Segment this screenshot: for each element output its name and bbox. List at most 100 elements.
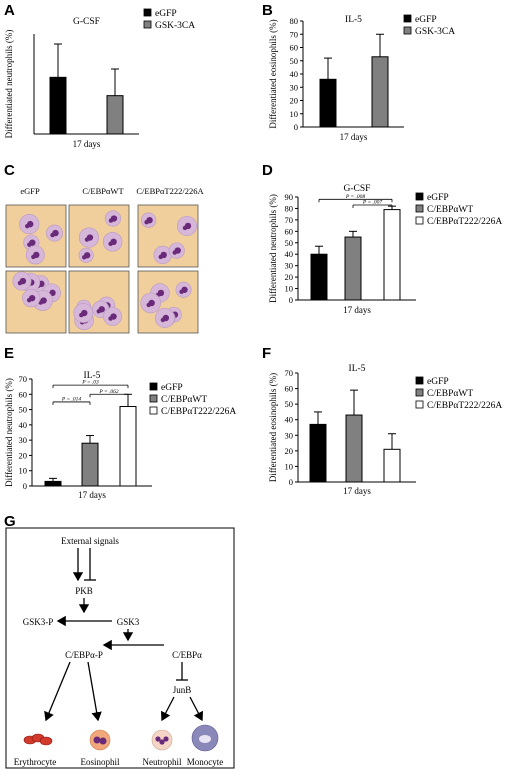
cell-nucleus xyxy=(84,237,90,242)
bar xyxy=(383,448,401,483)
legend-label: C/EBPαWT xyxy=(427,205,473,215)
y-tick-label: 70 xyxy=(290,29,299,39)
panel-letter-e: E xyxy=(4,345,15,362)
y-tick-label: 70 xyxy=(19,374,28,384)
y-tick-label: 80 xyxy=(290,16,299,26)
panel-letter-a: A xyxy=(4,2,15,19)
legend-label: C/EBPαWT xyxy=(161,395,207,405)
p-value-label: P = .014 xyxy=(61,395,82,402)
cell-nucleus xyxy=(108,241,113,247)
y-tick-label: 40 xyxy=(285,249,294,259)
y-tick-label: 50 xyxy=(285,238,294,248)
x-axis-label: 17 days xyxy=(343,486,371,496)
x-axis-label: 17 days xyxy=(73,139,101,149)
x-axis-label: 17 days xyxy=(78,490,106,500)
y-tick-label: 40 xyxy=(19,420,28,430)
legend-swatch xyxy=(415,192,424,201)
y-tick-label: 10 xyxy=(290,109,299,119)
legend-swatch xyxy=(415,216,424,225)
cell-nucleus xyxy=(158,254,163,260)
chart-title: IL-5 xyxy=(84,371,101,381)
p-value-label: P = .03 xyxy=(81,380,99,386)
y-tick-label: 60 xyxy=(290,43,299,53)
legend-label: eGFP xyxy=(427,377,449,387)
y-axis-label: Differentiated neutrophils (%) xyxy=(268,194,278,303)
cell-nucleus xyxy=(26,297,32,303)
y-tick-label: 0 xyxy=(294,122,298,132)
y-tick-label: 20 xyxy=(285,446,294,456)
arrow-junb-neutrophil xyxy=(160,696,175,722)
legend-swatch xyxy=(149,406,158,415)
legend-swatch xyxy=(415,400,424,409)
y-tick-label: 60 xyxy=(285,226,294,236)
legend-label: eGFP xyxy=(161,383,183,393)
cell-nucleus xyxy=(108,218,114,223)
bar xyxy=(44,480,62,487)
cell-nucleus xyxy=(146,302,151,308)
cell-nucleus xyxy=(182,225,188,231)
legend-label: C/EBPαWT xyxy=(427,389,473,399)
y-axis-label: Differentiated neutrophils (%) xyxy=(4,378,14,487)
bar xyxy=(345,414,363,483)
cell-type-label: Erythrocyte xyxy=(14,757,56,767)
cell-nucleus xyxy=(79,312,84,318)
y-axis-label: Differentiated eosinophils (%) xyxy=(268,19,278,128)
cell-type-label: Neutrophil xyxy=(143,757,182,767)
y-tick-label: 10 xyxy=(285,284,294,294)
y-tick-label: 10 xyxy=(19,466,28,476)
chart-title: IL-5 xyxy=(349,364,366,374)
y-tick-label: 80 xyxy=(285,203,294,213)
cell-nucleus xyxy=(172,250,177,255)
legend-swatch xyxy=(143,8,152,17)
legend-label: eGFP xyxy=(155,9,177,19)
cell-nucleus xyxy=(17,280,23,286)
cell-nucleus xyxy=(160,317,166,323)
chart-title: G-CSF xyxy=(344,184,371,194)
micrograph-column-label: eGFP xyxy=(20,186,40,196)
bar xyxy=(310,253,328,301)
cell-nucleus xyxy=(155,736,161,742)
micrograph-image xyxy=(137,204,199,268)
legend-swatch xyxy=(149,382,158,391)
p-value-label: P = .062 xyxy=(98,389,119,395)
y-tick-label: 50 xyxy=(290,56,299,66)
cell-nucleus xyxy=(163,736,169,742)
legend-swatch xyxy=(403,26,412,35)
micrograph-column-label: C/EBPαWT xyxy=(82,186,124,196)
panel-letter-c: C xyxy=(4,162,15,179)
p-value-label: P = .007 xyxy=(362,200,383,206)
arrow-cebpap-eosinophil xyxy=(87,661,102,722)
monocyte-illustration xyxy=(191,724,219,752)
chart-f: 0 10 20 30 40 50 60 70 IL-5 17 days Differentiated… xyxy=(268,364,502,496)
y-tick-label: 50 xyxy=(285,399,294,409)
node-cebpa: C/EBPα xyxy=(172,650,202,660)
cell-nucleus xyxy=(108,316,113,321)
y-tick-label: 30 xyxy=(19,435,28,445)
bar xyxy=(319,78,337,128)
legend-label: GSK-3CA xyxy=(415,27,455,37)
bar xyxy=(106,95,124,135)
bar xyxy=(383,209,401,301)
y-tick-label: 70 xyxy=(285,368,294,378)
cell-nucleus xyxy=(27,242,32,247)
panel-letter-g: G xyxy=(4,513,16,530)
chart-a: G-CSF 17 days Differentiated neutrophils (… xyxy=(4,8,195,149)
y-tick-label: 40 xyxy=(285,415,294,425)
y-tick-label: 30 xyxy=(285,261,294,271)
legend-swatch xyxy=(415,204,424,213)
bar xyxy=(49,76,67,135)
micrograph-image xyxy=(68,204,130,268)
legend-label: C/EBPαT222/226A xyxy=(427,217,502,227)
cell-nucleus xyxy=(96,309,101,314)
y-tick-label: 60 xyxy=(285,384,294,394)
legend-swatch xyxy=(143,20,152,29)
y-tick-label: 70 xyxy=(285,215,294,225)
panel-letter-b: B xyxy=(262,2,273,19)
panel-letter-d: D xyxy=(262,162,273,179)
cell-type-label: Monocyte xyxy=(187,757,224,767)
y-tick-label: 30 xyxy=(285,430,294,440)
cell-nucleus xyxy=(199,735,211,743)
bar xyxy=(81,442,99,487)
cell-nucleus xyxy=(179,289,184,294)
